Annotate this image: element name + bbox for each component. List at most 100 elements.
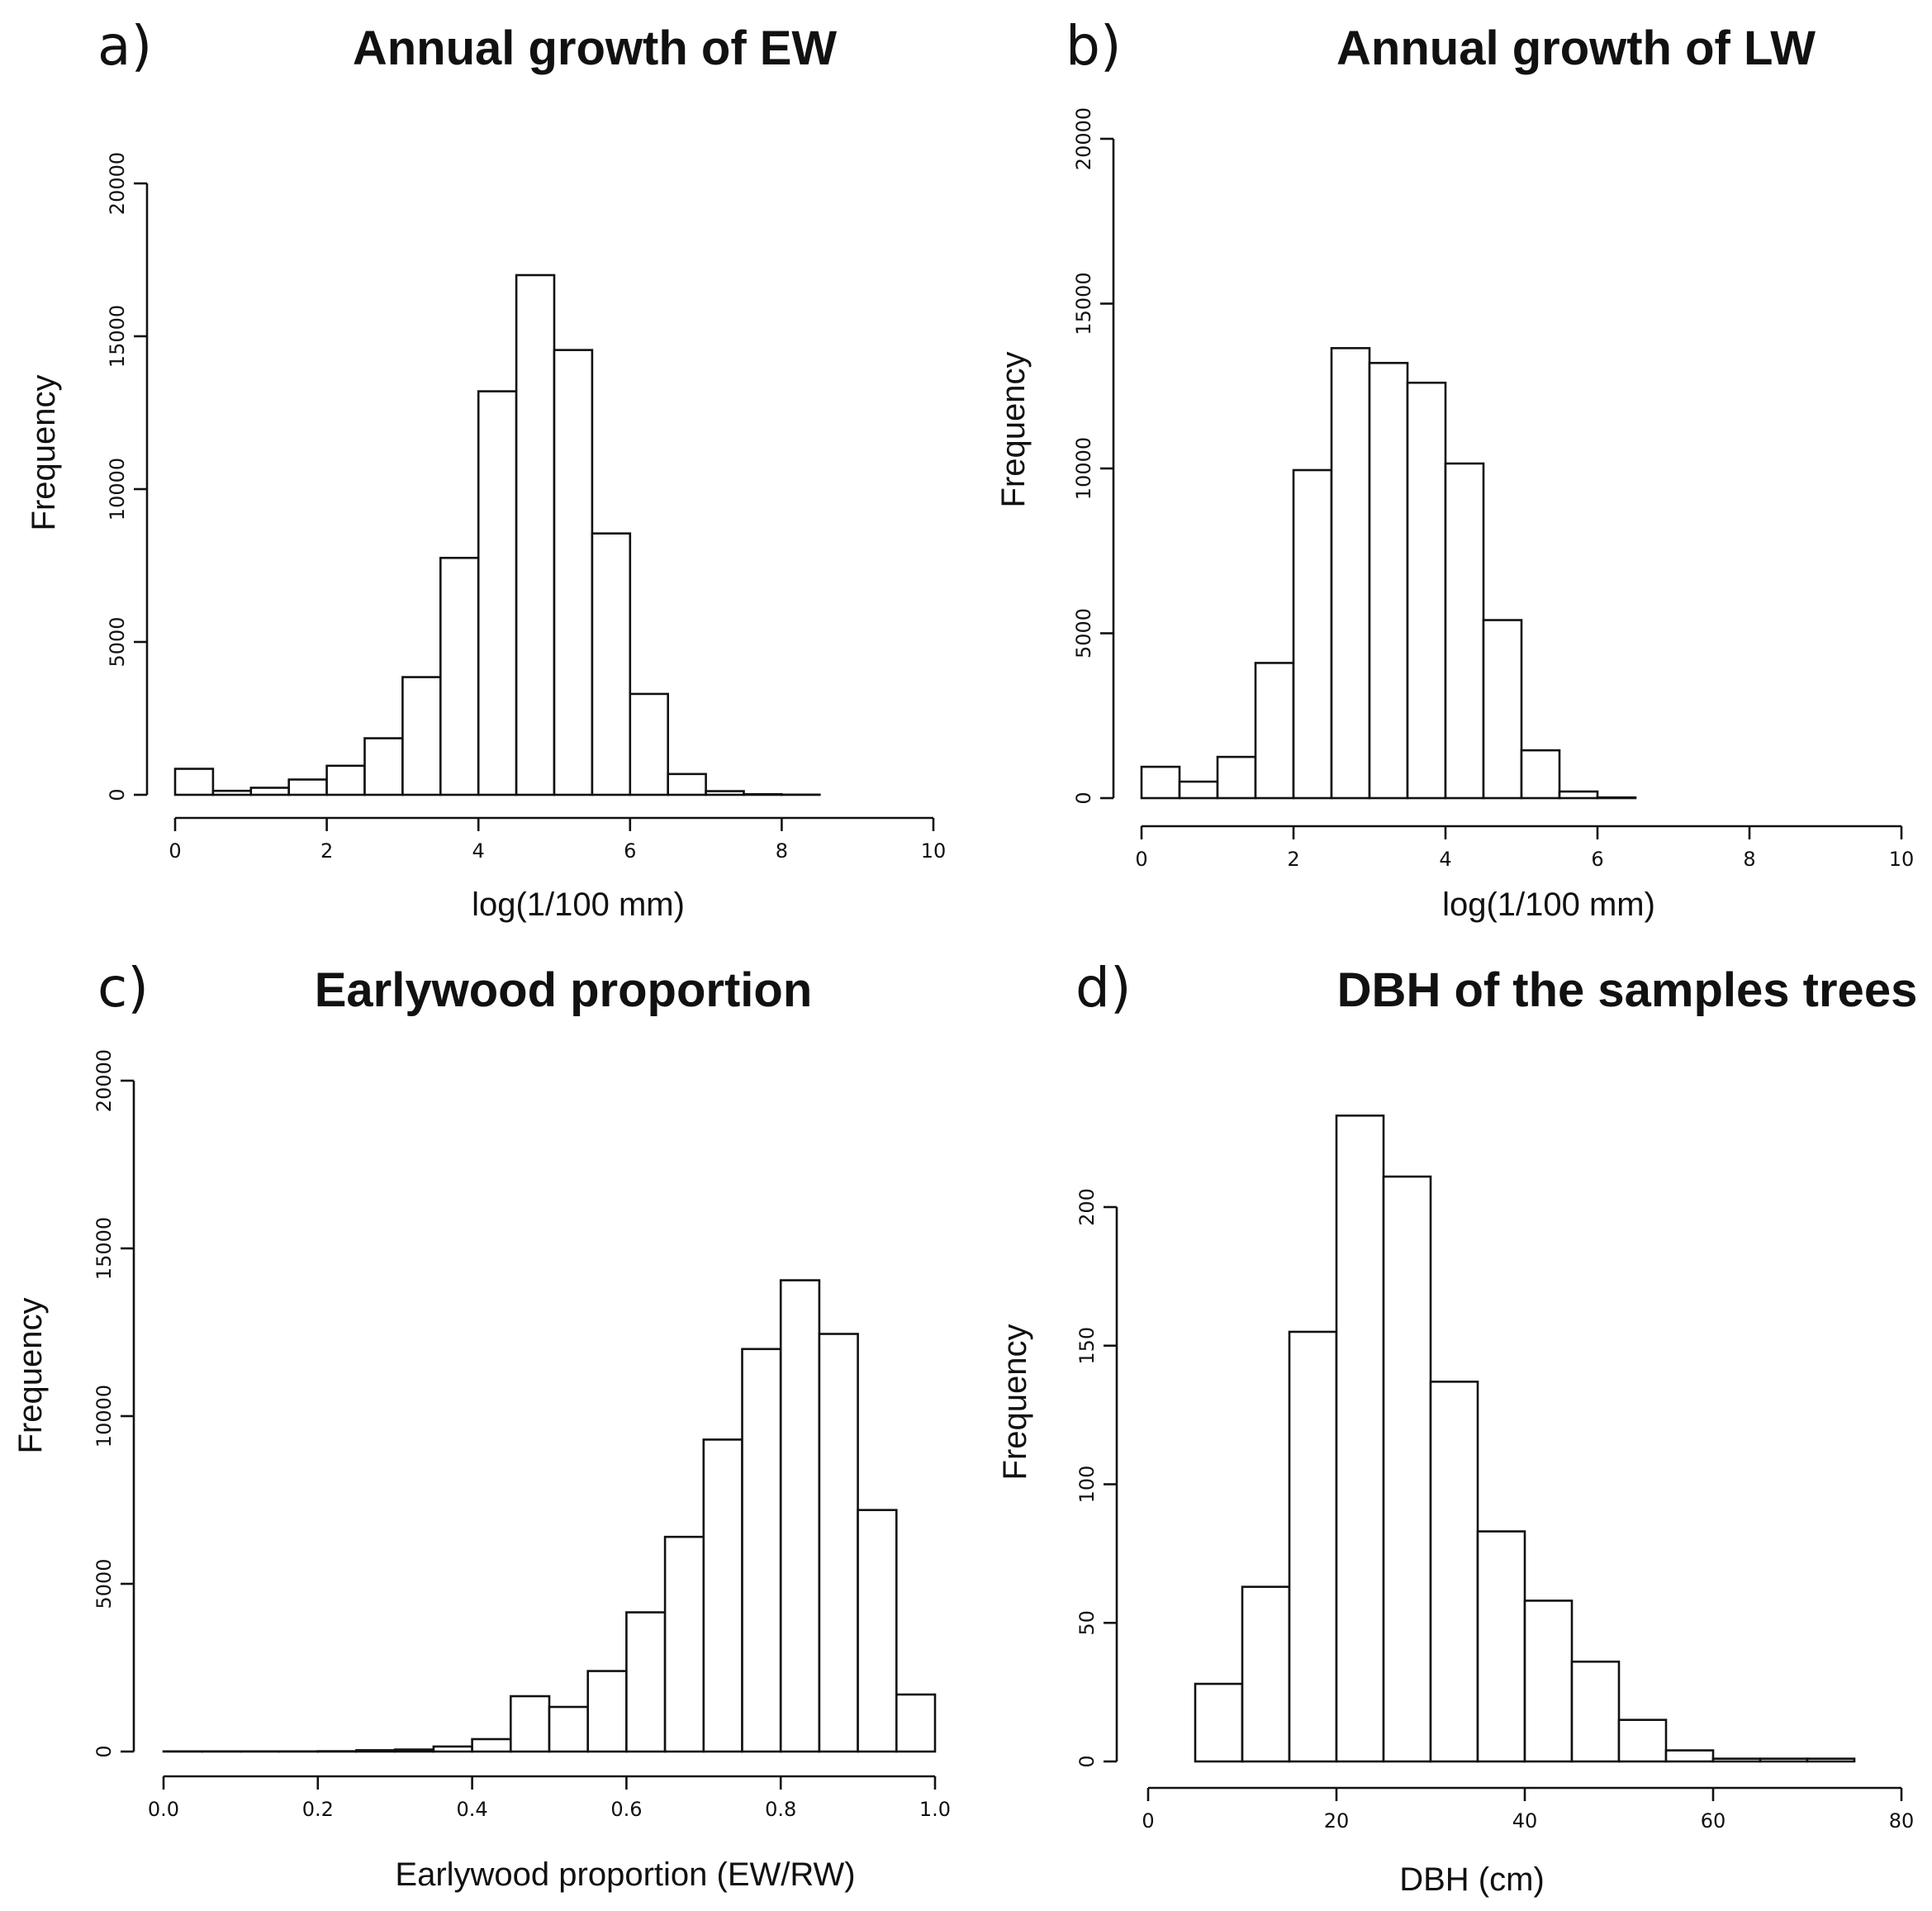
histogram-bar [857, 1509, 898, 1753]
panel-c-letter: c) [97, 956, 149, 1020]
panel-b-letter: b) [1066, 14, 1122, 78]
x-tick-label: 0.0 [148, 1798, 179, 1821]
panel-d-letter: d) [1075, 956, 1132, 1020]
histogram-bar [325, 764, 366, 796]
y-tick-label: 20000 [106, 152, 129, 215]
histogram-bar [779, 1279, 821, 1753]
x-tick-label: 0.4 [457, 1798, 488, 1821]
panel-b-axes: 0 2 4 6 8 10 0 5000 10000 15000 20000 [1072, 107, 1914, 871]
y-tick-label: 20000 [1072, 107, 1095, 170]
x-tick-label: 6 [1591, 848, 1603, 871]
panel-d-title: DBH of the samples trees [1337, 963, 1918, 1017]
histogram-bar [211, 789, 253, 796]
histogram-bar [586, 1670, 628, 1753]
histogram-bar [1406, 381, 1447, 800]
x-tick-label: 4 [1439, 848, 1451, 871]
histogram-bar [439, 556, 480, 796]
histogram-bar [1330, 347, 1371, 800]
panel-a-y-axis-label: Frequency [26, 375, 62, 531]
histogram-bar [625, 1611, 667, 1753]
x-tick-label: 0.6 [610, 1798, 642, 1821]
histogram-bar [477, 390, 518, 796]
histogram-bar [1292, 468, 1333, 800]
histogram-bar [591, 532, 632, 796]
histogram-bar [1570, 1660, 1621, 1763]
histogram-bar [1444, 462, 1485, 800]
y-tick-label: 15000 [1072, 272, 1095, 335]
histogram-bar [1482, 619, 1523, 800]
panel-a-letter: a) [97, 14, 152, 78]
panel-a-x-axis-label: log(1/100 mm) [472, 887, 685, 923]
histogram-bar [1241, 1585, 1291, 1763]
histogram-bar [1476, 1530, 1526, 1763]
x-tick-label: 80 [1889, 1809, 1915, 1833]
x-tick-label: 10 [921, 839, 947, 863]
histogram-bar [1178, 780, 1219, 800]
histogram-bar [1194, 1682, 1244, 1763]
x-tick-label: 4 [472, 839, 485, 863]
histogram-bar [705, 790, 745, 796]
histogram-bar [1254, 662, 1295, 800]
panel-b-y-axis-label: Frequency [995, 352, 1032, 508]
panel-c-axes: 0.0 0.2 0.4 0.6 0.8 1.0 0 5000 10000 15000 20000 [93, 1049, 951, 1821]
x-tick-label: 10 [1889, 848, 1915, 871]
panel-d-axes: 0 20 40 60 80 0 50 100 150 200 [1075, 1188, 1914, 1833]
y-tick-label: 0 [106, 788, 129, 801]
y-tick-label: 10000 [1072, 437, 1095, 500]
x-tick-label: 40 [1512, 1809, 1538, 1833]
panel-a-title: Annual growth of EW [353, 21, 838, 75]
y-tick-label: 100 [1075, 1466, 1099, 1504]
y-tick-label: 0 [1075, 1755, 1099, 1767]
histogram-bar [1664, 1749, 1715, 1763]
panel-c-title: Earlywood proportion [315, 963, 813, 1017]
x-tick-label: 20 [1324, 1809, 1350, 1833]
x-tick-label: 6 [624, 839, 636, 863]
y-tick-label: 5000 [1072, 608, 1095, 658]
histogram-bar [1382, 1175, 1432, 1763]
panel-c-y-axis-label: Frequency [12, 1298, 49, 1454]
histogram-bar [818, 1333, 859, 1753]
panel-b-bars [1140, 347, 1637, 800]
panel-d: d) DBH of the samples trees DBH (cm) Fre… [997, 956, 1917, 1898]
histogram-bar [1617, 1718, 1668, 1763]
histogram-bar [401, 676, 442, 796]
histogram-bar [667, 772, 707, 796]
histogram-bar [895, 1693, 937, 1753]
y-tick-label: 5000 [106, 616, 129, 667]
panel-a: a) Annual growth of EW log(1/100 mm) Fre… [26, 14, 946, 923]
panel-b: b) Annual growth of LW log(1/100 mm) Fre… [995, 14, 1914, 923]
panel-d-x-axis-label: DBH (cm) [1399, 1861, 1545, 1898]
histogram-bar [1759, 1757, 1809, 1763]
histogram-bar [629, 692, 669, 796]
x-tick-label: 0.2 [302, 1798, 334, 1821]
histogram-bar [1216, 755, 1257, 800]
y-tick-label: 15000 [93, 1217, 116, 1280]
histogram-bar [743, 792, 783, 796]
histogram-bar [471, 1737, 512, 1753]
x-tick-label: 0.8 [765, 1798, 796, 1821]
y-tick-label: 15000 [106, 305, 129, 368]
histogram-bar [741, 1348, 782, 1753]
x-tick-label: 2 [1287, 848, 1299, 871]
x-tick-label: 2 [320, 839, 333, 863]
panel-a-bars [173, 273, 821, 796]
panel-c-bars [162, 1279, 937, 1753]
y-tick-label: 200 [1075, 1188, 1099, 1226]
histogram-bar [355, 1749, 396, 1753]
x-tick-label: 60 [1701, 1809, 1726, 1833]
y-tick-label: 10000 [106, 458, 129, 521]
x-tick-label: 8 [776, 839, 788, 863]
histogram-bar [663, 1535, 705, 1753]
histogram-bar [363, 737, 404, 796]
y-tick-label: 20000 [93, 1049, 116, 1112]
panel-d-y-axis-label: Frequency [997, 1324, 1033, 1481]
histogram-bar [249, 787, 290, 796]
y-tick-label: 0 [1072, 791, 1095, 804]
x-tick-label: 0 [169, 839, 181, 863]
x-tick-label: 0 [1135, 848, 1147, 871]
histogram-bar [553, 349, 594, 796]
x-tick-label: 8 [1743, 848, 1755, 871]
y-tick-label: 150 [1075, 1327, 1099, 1365]
y-tick-label: 50 [1075, 1610, 1099, 1636]
